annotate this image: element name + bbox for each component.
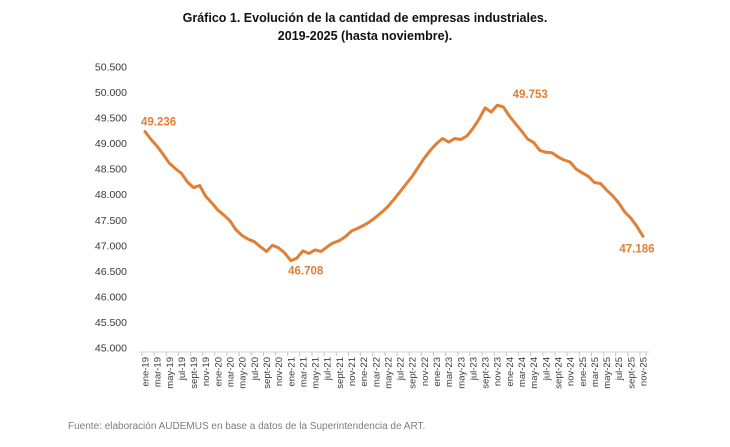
x-axis-tick-label: ene-23 — [432, 357, 443, 387]
x-axis-tick-label: mar-23 — [444, 357, 455, 387]
y-axis-tick-label: 47.000 — [95, 240, 127, 252]
y-axis-tick-label: 46.500 — [95, 266, 127, 278]
x-axis-tick-label: sept-25 — [626, 357, 637, 389]
x-axis-tick-label: mar-24 — [517, 357, 528, 387]
x-axis-tick-label: mar-19 — [153, 357, 164, 387]
x-axis-tick-label: sept-19 — [189, 357, 200, 389]
x-axis-tick-label: sept-22 — [408, 357, 419, 389]
x-axis-tick-label: nov-24 — [566, 357, 577, 386]
x-axis-tick-label: sept-21 — [335, 357, 346, 389]
y-axis-tick-label: 49.500 — [95, 113, 127, 125]
chart-title-line2: 2019-2025 (hasta noviembre). — [277, 29, 453, 43]
x-axis-tick-label: nov-21 — [347, 357, 358, 386]
x-axis-tick-label: mar-20 — [226, 357, 237, 387]
x-axis-tick-label: mar-25 — [590, 357, 601, 387]
y-axis-tick-label: 49.000 — [95, 138, 127, 150]
x-axis-tick-label: ene-19 — [141, 357, 152, 387]
x-axis-tick-label: ene-20 — [213, 357, 224, 387]
x-axis-tick-label: sept-24 — [553, 357, 564, 389]
y-axis-tick-label: 47.500 — [95, 215, 127, 227]
x-axis-tick-label: nov-25 — [639, 357, 650, 386]
x-axis-tick-label: mar-21 — [298, 357, 309, 387]
x-axis-tick-label: jul-24 — [541, 357, 552, 381]
y-axis-tick-label: 50.500 — [95, 62, 127, 74]
y-axis-tick-label: 45.000 — [95, 343, 127, 355]
data-label: 47.186 — [619, 243, 654, 255]
x-axis-tick-label: may-20 — [238, 357, 249, 389]
x-axis-tick-label: jul-21 — [323, 357, 334, 381]
y-axis-tick-label: 46.000 — [95, 291, 127, 303]
x-axis-tick-label: sept-23 — [481, 357, 492, 389]
x-axis-tick-label: jul-23 — [468, 357, 479, 381]
x-axis-tick-label: sept-20 — [262, 357, 273, 389]
x-axis-tick-label: jul-22 — [396, 357, 407, 381]
y-axis-tick-label: 48.500 — [95, 164, 127, 176]
line-series-path — [143, 103, 645, 263]
data-label: 49.753 — [513, 89, 548, 101]
x-axis-tick-label: ene-22 — [359, 357, 370, 387]
x-axis-tick-label: nov-20 — [274, 357, 285, 386]
x-axis-tick-label: nov-23 — [493, 357, 504, 386]
data-label: 46.708 — [288, 266, 324, 278]
x-axis-tick-label: may-22 — [383, 357, 394, 389]
x-axis-tick-label: may-24 — [529, 357, 540, 389]
x-axis-tick-label: may-25 — [602, 357, 613, 389]
x-axis-tick-label: jul-25 — [614, 357, 625, 381]
x-axis-tick-label: mar-22 — [371, 357, 382, 387]
x-axis-tick-label: may-23 — [456, 357, 467, 389]
y-axis-tick-label: 50.000 — [95, 87, 127, 99]
data-label: 49.236 — [141, 117, 176, 129]
x-axis-tick-label: ene-21 — [286, 357, 297, 387]
source-note: Fuente: elaboración AUDEMUS en base a da… — [68, 421, 426, 432]
x-axis-tick-label: jul-19 — [177, 357, 188, 381]
y-axis-tick-label: 48.000 — [95, 189, 127, 201]
y-axis-tick-label: 45.500 — [95, 317, 127, 329]
x-axis-tick-label: nov-19 — [201, 357, 212, 386]
x-axis-tick-label: ene-25 — [578, 357, 589, 387]
chart-title-line1: Gráfico 1. Evolución de la cantidad de e… — [182, 11, 548, 25]
x-axis-tick-label: may-19 — [165, 357, 176, 389]
x-axis-tick-label: ene-24 — [505, 357, 516, 387]
chart-title: Gráfico 1. Evolución de la cantidad de e… — [0, 9, 730, 45]
x-axis-tick-label: may-21 — [311, 357, 322, 389]
x-axis-tick-label: jul-20 — [250, 357, 261, 381]
x-axis-tick-label: nov-22 — [420, 357, 431, 386]
